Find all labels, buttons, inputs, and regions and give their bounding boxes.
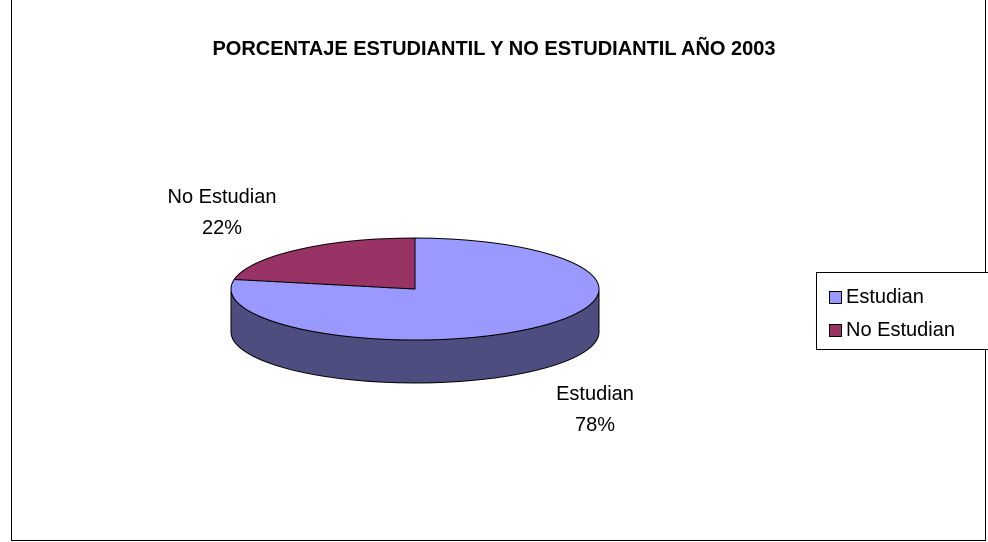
- pie-slice-no-estudian: [233, 237, 416, 290]
- legend-label-estudian: Estudian: [846, 285, 924, 308]
- legend-swatch-no-estudian: [829, 323, 842, 337]
- legend: Estudian No Estudian: [816, 272, 988, 350]
- data-label-name-no-estudian: No Estudian: [168, 186, 277, 208]
- legend-item-estudian: Estudian: [829, 285, 924, 309]
- data-label-percent-no-estudian: 22%: [202, 217, 242, 239]
- legend-swatch-estudian: [829, 290, 842, 304]
- legend-item-no-estudian: No Estudian: [829, 318, 955, 342]
- legend-label-no-estudian: No Estudian: [846, 318, 955, 341]
- pie-slice-estudian: [230, 237, 600, 341]
- chart-title: PORCENTAJE ESTUDIANTIL Y NO ESTUDIANTIL …: [212, 38, 776, 60]
- data-label-name-estudian: Estudian: [556, 383, 634, 405]
- data-label-percent-estudian: 78%: [575, 414, 615, 436]
